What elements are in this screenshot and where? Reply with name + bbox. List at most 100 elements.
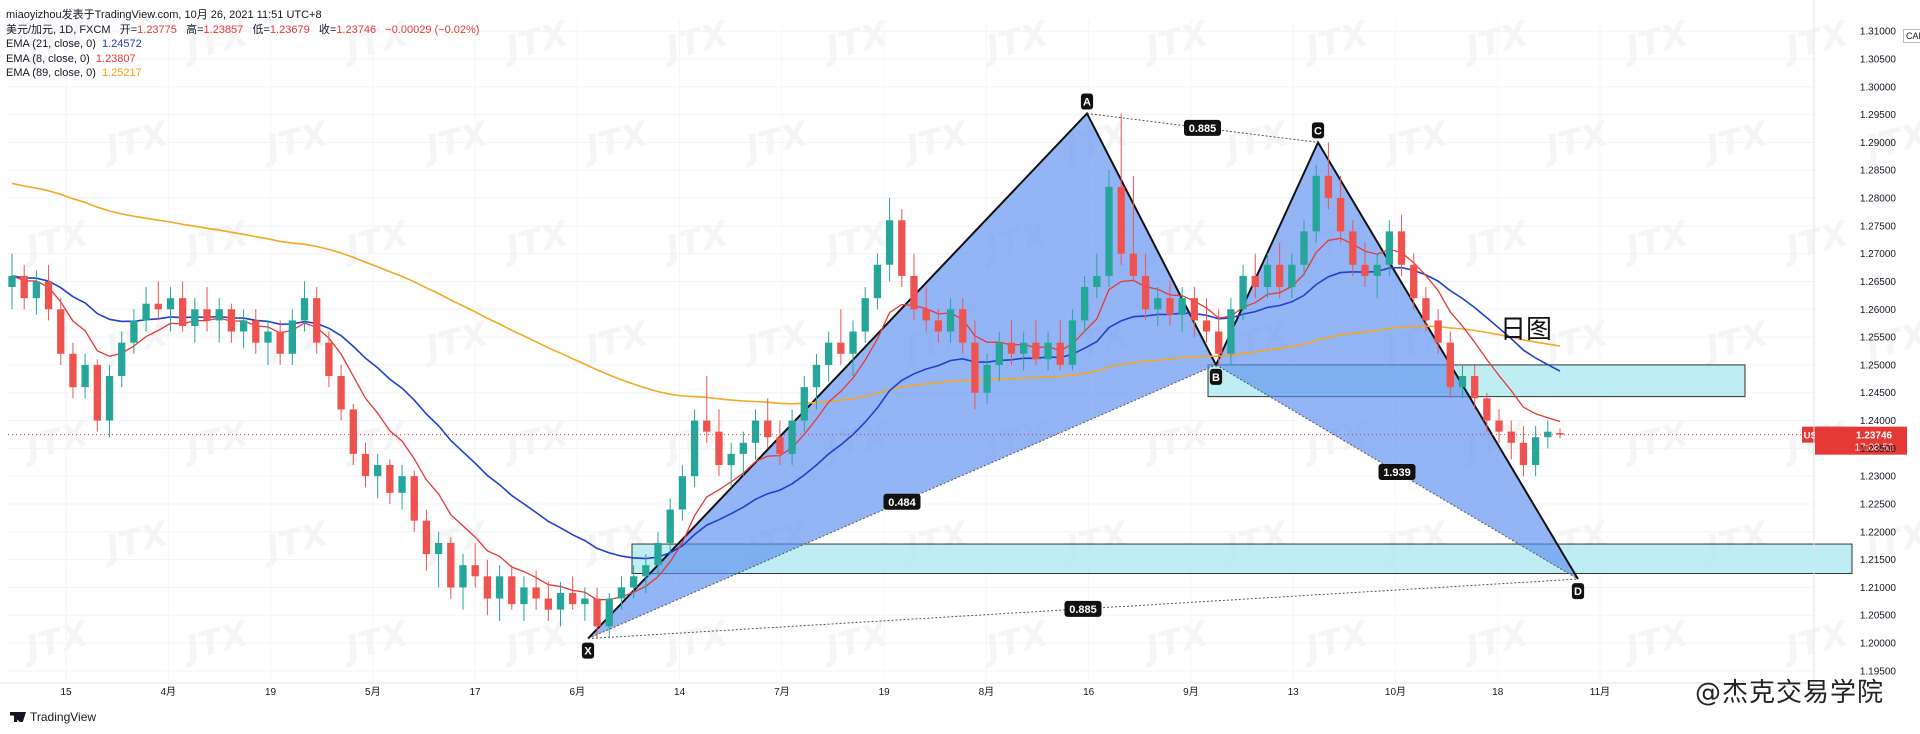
- candle-body: [20, 275, 28, 299]
- price-tick-label: 1.20000: [1860, 639, 1897, 650]
- candle-body: [1458, 376, 1467, 388]
- candle-body: [654, 542, 662, 566]
- candle: [1288, 253, 1296, 299]
- candle-body: [1129, 253, 1138, 276]
- candle-body: [1446, 342, 1454, 388]
- candle-body: [434, 542, 443, 555]
- ratio-label-2-bg: [1378, 463, 1416, 480]
- candle-body: [605, 598, 613, 627]
- point-a-text: A: [1083, 96, 1091, 108]
- tradingview-logo[interactable]: TradingView: [10, 710, 96, 724]
- price-axis: 1.31000 1.30500 1.30000 1.29500 1.29000 1.285…: [1813, 0, 1897, 690]
- price-tick-label: 1.30500: [1860, 54, 1897, 65]
- candle: [69, 342, 77, 399]
- price-tick-label: 1.29500: [1860, 110, 1897, 121]
- candle: [1556, 428, 1564, 439]
- candle-body: [849, 331, 857, 354]
- candle: [1458, 364, 1467, 399]
- candle-body: [1336, 198, 1345, 232]
- point-b: B: [1209, 368, 1223, 385]
- ema89-legend[interactable]: EMA (89, close, 0) 1.25217: [6, 66, 479, 81]
- candle: [739, 431, 747, 477]
- time-tick-label: 19: [265, 687, 277, 698]
- candle-body: [300, 298, 309, 321]
- candle-body: [1263, 264, 1272, 288]
- point-d-bg: [1571, 583, 1585, 600]
- candle-body: [398, 476, 406, 493]
- candle: [1239, 264, 1247, 321]
- point-d: D: [1571, 583, 1585, 600]
- candle-body: [1324, 175, 1333, 199]
- candle: [1300, 220, 1308, 276]
- candle-body: [215, 309, 223, 321]
- candle-body: [1044, 342, 1052, 360]
- candle-body: [422, 520, 431, 555]
- candle-body: [1080, 287, 1089, 321]
- currency-badge[interactable]: CAD: [1903, 29, 1920, 43]
- candle-body: [1117, 186, 1125, 254]
- candle-body: [1141, 275, 1150, 310]
- candle: [118, 331, 126, 388]
- candle-body: [727, 453, 735, 466]
- candle: [678, 465, 687, 521]
- ema8-label: EMA (8, close, 0): [6, 52, 90, 65]
- candle: [1434, 309, 1442, 354]
- candle-body: [544, 598, 552, 610]
- candle: [654, 531, 662, 577]
- low-value: 1.23679: [269, 23, 310, 36]
- candle-body: [1166, 298, 1174, 315]
- candle: [374, 453, 382, 499]
- candle: [1324, 142, 1333, 210]
- author-credit: @杰克交易学院: [1694, 678, 1884, 708]
- candle: [788, 409, 796, 466]
- ratio-label-0: 0.885: [1184, 119, 1221, 136]
- candle: [885, 198, 894, 282]
- time-tick-label: 9月: [1183, 686, 1199, 698]
- candle-body: [1385, 231, 1394, 265]
- candle-body: [349, 409, 357, 454]
- ratio-label-2-text: 1.939: [1383, 467, 1411, 479]
- ema8-legend[interactable]: EMA (8, close, 0) 1.23807: [6, 52, 479, 67]
- candle-body: [1215, 331, 1223, 354]
- candle: [178, 281, 187, 332]
- price-tick-label: 1.22500: [1860, 499, 1897, 510]
- point-a: A: [1080, 93, 1094, 110]
- candle-body: [313, 298, 321, 343]
- candle-body: [57, 309, 65, 354]
- time-tick-label: 5月: [365, 686, 381, 698]
- candle-body: [837, 342, 845, 354]
- candle-body: [1544, 431, 1552, 438]
- candle: [910, 253, 918, 321]
- candle: [946, 298, 955, 343]
- ema21-legend[interactable]: EMA (21, close, 0) 1.24572: [6, 37, 479, 52]
- candle: [1178, 287, 1186, 332]
- candle: [1446, 331, 1454, 399]
- candle: [44, 264, 53, 321]
- candle-body: [1093, 275, 1101, 288]
- ratio-label-3-bg: [1064, 600, 1102, 617]
- candle-body: [1105, 186, 1113, 276]
- candle: [934, 309, 943, 343]
- candle-body: [361, 453, 370, 477]
- candle-body: [1300, 231, 1308, 265]
- candle-body: [142, 303, 150, 321]
- price-tick-label: 1.19500: [1860, 666, 1897, 677]
- candle-body: [690, 420, 699, 477]
- candle: [959, 298, 967, 354]
- candle-body: [239, 320, 248, 332]
- xab-triangle: [588, 113, 1216, 639]
- candle-body: [81, 364, 89, 388]
- point-x-text: X: [584, 646, 592, 658]
- candle: [593, 587, 601, 639]
- high-label: 高=: [186, 23, 204, 36]
- price-tick-label: 1.24000: [1860, 416, 1897, 427]
- price-tick-label: 1.21000: [1860, 583, 1897, 594]
- candle: [666, 498, 674, 555]
- candle: [617, 576, 626, 610]
- price-tick-label: 1.31000: [1860, 27, 1897, 38]
- candle-body: [1202, 320, 1211, 332]
- candle-body: [715, 431, 723, 466]
- candle: [1373, 253, 1381, 299]
- candle-body: [1190, 298, 1198, 321]
